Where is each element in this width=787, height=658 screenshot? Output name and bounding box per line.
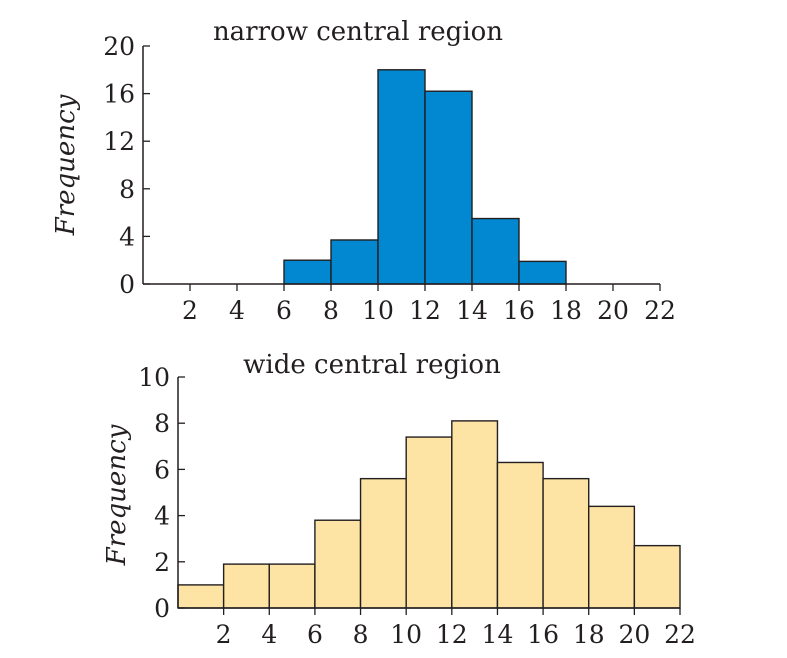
bars (177, 420, 681, 609)
x-tick-label: 10 (390, 620, 422, 649)
bar-10-12 (405, 436, 453, 609)
x-tick-label: 14 (482, 620, 514, 649)
x-tick-label: 16 (527, 620, 559, 649)
bar-14-16 (496, 461, 544, 609)
axes (142, 45, 661, 291)
bar-4-6 (268, 563, 316, 609)
bar-16-18 (518, 260, 567, 285)
chart-title: narrow central region (213, 17, 503, 47)
x-tick-label: 20 (618, 620, 650, 649)
y-tick-label: 8 (154, 409, 170, 438)
x-tick-label: 4 (261, 620, 277, 649)
y-axis-label: Frequency (51, 94, 81, 236)
x-tick-label: 2 (216, 620, 232, 649)
x-tick-label: 20 (597, 296, 629, 325)
bars (283, 69, 567, 285)
y-tick-label: 4 (154, 502, 170, 531)
bar-8-10 (330, 239, 379, 285)
y-tick-label: 12 (103, 127, 135, 156)
x-tick-label: 8 (353, 620, 369, 649)
y-axis-label: Frequency (102, 424, 132, 566)
x-tick-label: 10 (362, 296, 394, 325)
y-tick-label: 4 (119, 222, 135, 251)
x-tick-label: 14 (456, 296, 488, 325)
y-tick-label: 0 (154, 594, 170, 623)
y-tick-label: 2 (154, 548, 170, 577)
y-tick-label: 6 (154, 455, 170, 484)
bar-6-8 (283, 259, 332, 285)
x-tick-label: 2 (182, 296, 198, 325)
bar-16-18 (542, 477, 590, 609)
x-tick-label: 18 (573, 620, 605, 649)
x-tick-label: 22 (664, 620, 696, 649)
bar-8-10 (359, 477, 407, 609)
y-tick-label: 10 (138, 363, 170, 392)
x-tick-label: 6 (276, 296, 292, 325)
x-tick-label: 8 (323, 296, 339, 325)
bar-18-20 (588, 505, 636, 609)
bar-20-22 (633, 544, 681, 609)
x-tick-label: 12 (436, 620, 468, 649)
y-tick-label: 8 (119, 175, 135, 204)
bar-0-2 (177, 584, 225, 609)
bar-14-16 (471, 217, 520, 285)
bar-10-12 (377, 69, 426, 285)
x-tick-label: 4 (229, 296, 245, 325)
histogram-wide: wide central region Frequency 2 4 6 8 10 12 14… (102, 350, 696, 649)
x-tick-label: 18 (550, 296, 582, 325)
y-tick-label: 0 (119, 270, 135, 299)
x-tick-label: 22 (644, 296, 676, 325)
bar-2-4 (222, 563, 270, 609)
bar-12-14 (451, 420, 499, 609)
y-tick-label: 20 (103, 32, 135, 61)
axes (177, 376, 681, 615)
x-tick-label: 6 (307, 620, 323, 649)
x-tick-label: 12 (409, 296, 441, 325)
y-tick-label: 16 (103, 80, 135, 109)
chart-title: wide central region (243, 350, 501, 380)
bar-12-14 (424, 90, 473, 285)
bar-6-8 (314, 519, 362, 609)
x-tick-label: 16 (503, 296, 535, 325)
tick-labels: 2 4 6 8 10 12 14 16 18 20 22 0 4 8 12 16 20 (103, 32, 676, 325)
histogram-narrow: narrow central region Frequency 2 4 6 8 10 12… (51, 17, 676, 325)
